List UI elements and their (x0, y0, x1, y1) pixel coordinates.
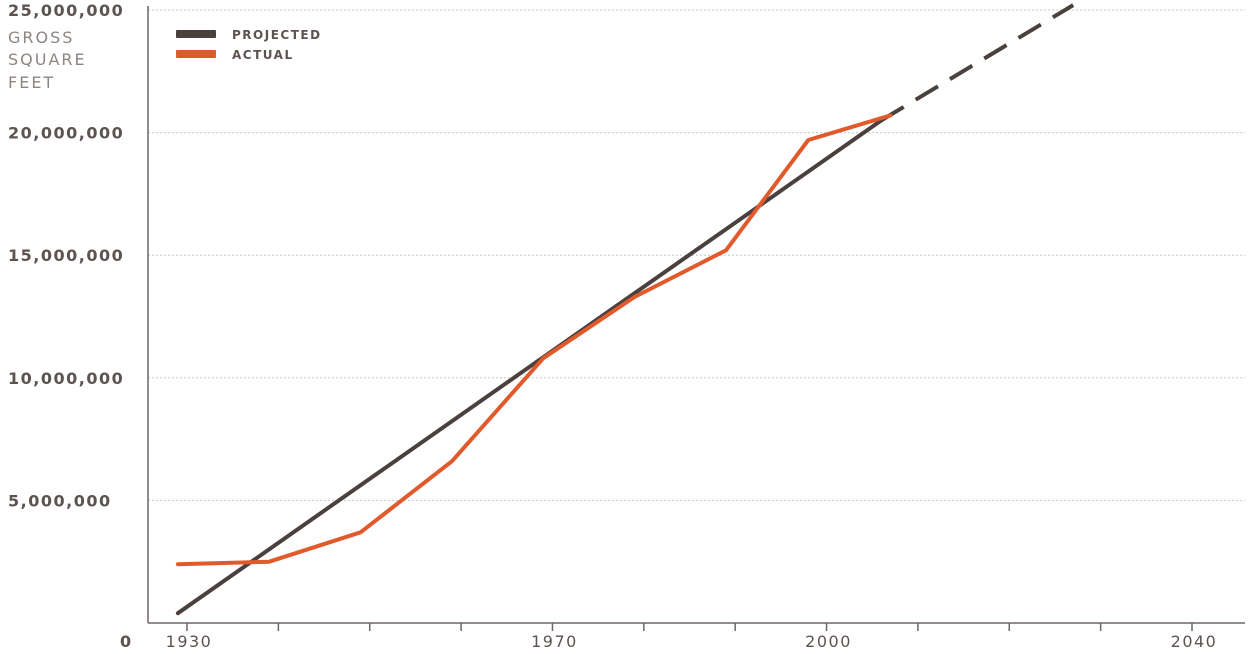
series-line-projected-extension (880, 3, 1075, 123)
y-tick-label-3: 15,000,000 (8, 246, 124, 265)
series-line-projected (175, 118, 884, 616)
y-axis-label-line-1: GROSS (8, 28, 74, 47)
y-tick-label-5: 25,000,000 (8, 1, 124, 20)
series-line-actual (175, 113, 893, 567)
grid-lines (148, 9, 1245, 501)
x-tick-label-3: 2040 (1171, 632, 1218, 651)
legend: PROJECTED ACTUAL (176, 28, 322, 62)
x-tick-label-0: 1930 (166, 632, 213, 651)
legend-label-projected: PROJECTED (232, 28, 322, 42)
legend-label-actual: ACTUAL (232, 48, 294, 62)
y-axis-label-line-3: FEET (8, 73, 55, 92)
y-tick-label-4: 20,000,000 (8, 124, 124, 143)
x-tick-labels: 1930 1970 2000 2040 (166, 623, 1218, 651)
legend-swatch-actual (176, 50, 216, 58)
legend-swatch-projected (176, 30, 216, 38)
y-tick-label-0: 0 (120, 632, 133, 651)
y-tick-label-1: 5,000,000 (8, 491, 112, 510)
y-axis-label-line-2: SQUARE (8, 50, 87, 69)
x-tick-label-2: 2000 (805, 632, 852, 651)
y-tick-labels: 0 5,000,000 10,000,000 15,000,000 20,000,000… (8, 1, 133, 651)
series-lines (175, 3, 1075, 616)
y-axis-label: GROSS SQUARE FEET (8, 28, 87, 92)
x-tick-label-1: 1970 (531, 632, 578, 651)
y-tick-label-2: 10,000,000 (8, 369, 124, 388)
axes (147, 6, 1245, 624)
